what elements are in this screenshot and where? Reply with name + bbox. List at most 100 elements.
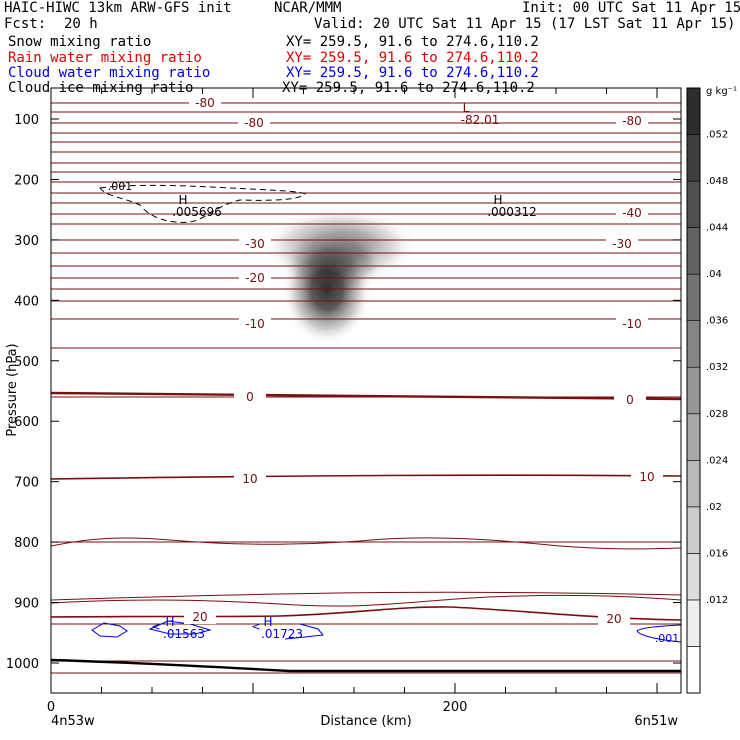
colorbar-tick-label: .02 (706, 502, 722, 513)
temperature-label-bg (606, 238, 638, 251)
x-endpoint-left: 4n53w (51, 714, 95, 729)
temperature-label: 0 (626, 393, 634, 407)
extremum-arrow: < (151, 620, 160, 633)
temperature-label: 20 (606, 612, 621, 626)
x-tick-label: 0 (47, 700, 55, 715)
cloud-water-contour (284, 623, 324, 640)
y-tick-label: 500 (14, 355, 39, 370)
temperature-label-bg (239, 318, 271, 331)
temperature-label: -10 (622, 317, 642, 331)
y-tick-label: 300 (14, 234, 39, 249)
colorbar-tick-label: .016 (706, 548, 728, 559)
extremum-mark: H (493, 193, 502, 207)
field-cloud-water-xy: XY= 259.5, 91.6 to 274.6,110.2 (286, 65, 539, 81)
y-tick-label: 200 (14, 173, 39, 188)
colorbar-unit: g kg⁻¹ (706, 86, 737, 97)
temperature-label: -30 (245, 237, 265, 251)
y-axis-label: Pressure (hPa) (5, 343, 20, 436)
org-label: NCAR/MMM (274, 0, 342, 16)
cloud-water-contour (91, 622, 128, 638)
snow-shading-lower (282, 235, 372, 345)
cloud-water-contour (148, 620, 212, 635)
extremum-mark: L (463, 101, 470, 115)
zero-degree-contour (50, 391, 682, 401)
temperature-label-bg (184, 611, 216, 624)
colorbar-tick-label: .012 (706, 595, 728, 606)
snow-contour (99, 184, 306, 223)
extremum-value: .005696 (172, 205, 222, 219)
colorbar-tick-label: .032 (706, 362, 728, 373)
colorbar-tick-label: .048 (706, 176, 728, 187)
cloud-water-contour (636, 624, 682, 643)
extremum-arrow: < (251, 620, 260, 633)
temperature-label: -10 (245, 317, 265, 331)
temperature-label: 0 (246, 390, 254, 404)
temperature-label: -40 (622, 206, 642, 220)
temperature-label-bg (234, 391, 266, 404)
init-time: Init: 00 UTC Sat 11 Apr 15 (522, 0, 740, 16)
temperature-label-bg (616, 115, 648, 128)
temperature-label: -80 (622, 114, 642, 128)
y-tick-label: 900 (14, 597, 39, 612)
colorbar-swatch (686, 366, 701, 415)
colorbar-swatch (686, 413, 701, 461)
plot-frame (50, 87, 682, 694)
chart-title: HAIC-HIWC 13km ARW-GFS init (4, 0, 232, 16)
temperature-contour-10 (50, 474, 682, 480)
temperature-label: 10 (639, 470, 654, 484)
y-tick-label: 400 (14, 294, 39, 309)
colorbar-tick-label: .036 (706, 316, 728, 327)
colorbar-tick-label: .04 (706, 269, 722, 280)
surface-line (50, 658, 681, 673)
valid-time: Valid: 20 UTC Sat 11 Apr 15 (17 LST Sat … (314, 16, 736, 32)
temperature-contour (50, 594, 682, 607)
temperature-label: -20 (245, 271, 265, 285)
extremum-mark: H (263, 615, 272, 629)
field-snow-xy: XY= 259.5, 91.6 to 274.6,110.2 (286, 34, 539, 50)
temperature-label-bg (189, 97, 221, 110)
x-endpoint-right: 6n51w (634, 714, 678, 729)
temperature-label-bg (234, 473, 266, 486)
temperature-label-bg (616, 318, 648, 331)
field-cloud-water-name: Cloud water mixing ratio (8, 65, 211, 81)
colorbar-swatch (686, 646, 701, 694)
colorbar-tick-label: .052 (706, 130, 728, 141)
temperature-label-bg (616, 207, 648, 220)
temperature-label-bg (238, 117, 270, 130)
temperature-label: -80 (195, 96, 215, 110)
colorbar-frame (686, 87, 701, 694)
y-tick-label: 1000 (6, 657, 39, 672)
temperature-label-bg (239, 238, 271, 251)
temperature-label-bg (614, 394, 646, 407)
extremum-mark: H (178, 193, 187, 207)
temperature-label-bg (631, 471, 663, 484)
temperature-label: -80 (244, 116, 264, 130)
colorbar-tick-label: .024 (706, 455, 728, 466)
y-tick-label: 100 (14, 113, 39, 128)
colorbar-tick-label: .028 (706, 409, 728, 420)
colorbar-swatch (686, 273, 701, 321)
colorbar-swatch (686, 460, 701, 508)
temperature-label-bg (239, 272, 271, 285)
temperature-contour (50, 537, 682, 550)
colorbar-swatch (686, 553, 701, 601)
field-rain-name: Rain water mixing ratio (8, 50, 202, 66)
temperature-label: -30 (612, 237, 632, 251)
fcst-value: 20 h (64, 16, 98, 32)
extremum-value: .01563 (163, 627, 205, 641)
temperature-contour-20 (50, 606, 682, 621)
colorbar-swatch (686, 134, 701, 182)
extremum-value: -82.01 (461, 113, 500, 127)
temperature-label: 20 (192, 610, 207, 624)
colorbar-swatch (686, 180, 701, 228)
fcst-label: Fcst: (4, 16, 47, 32)
colorbar-swatch (686, 320, 701, 368)
y-tick-label: 800 (14, 536, 39, 551)
colorbar-swatch (686, 506, 701, 554)
colorbar-swatch (686, 599, 701, 647)
extremum-value: .000312 (487, 205, 537, 219)
y-tick-label: 600 (14, 415, 39, 430)
temperature-label: 10 (242, 472, 257, 486)
contour-value-label: .001 (655, 632, 680, 645)
